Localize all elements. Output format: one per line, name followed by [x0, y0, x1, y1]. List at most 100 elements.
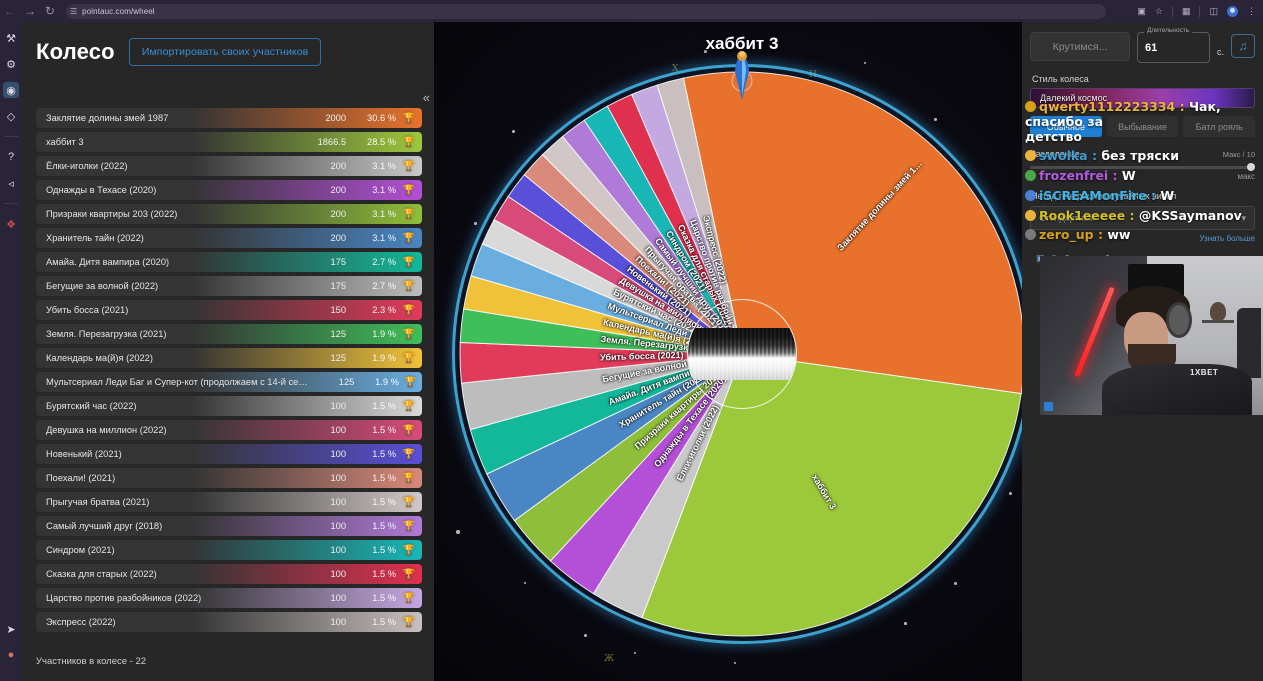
- duration-input[interactable]: Длительность 61: [1136, 27, 1210, 63]
- table-row[interactable]: Земля. Перезагрузка (2021) 125 1.9 % 🏆: [36, 324, 422, 344]
- table-row[interactable]: Новенький (2021) 100 1.5 % 🏆: [36, 444, 422, 464]
- trophy-icon[interactable]: 🏆: [402, 616, 416, 628]
- table-row[interactable]: Сказка для старых (2022) 100 1.5 % 🏆: [36, 564, 422, 584]
- table-row[interactable]: Поехали! (2021) 100 1.5 % 🏆: [36, 468, 422, 488]
- chat-text: Чак, спасибо за: [1025, 99, 1221, 129]
- trophy-icon[interactable]: 🏆: [402, 304, 416, 316]
- wheel-mode-tabs: Обычное Выбывание Батл рояль: [1030, 116, 1256, 137]
- table-row[interactable]: Ёлки-иголки (2022) 200 3.1 % 🏆: [36, 156, 422, 176]
- trophy-icon[interactable]: 🏆: [402, 352, 416, 364]
- table-row[interactable]: Убить босса (2021) 150 2.3 % 🏆: [36, 300, 422, 320]
- table-row[interactable]: Однажды в Техасе (2020) 200 3.1 % 🏆: [36, 180, 422, 200]
- trophy-icon[interactable]: 🏆: [402, 424, 416, 436]
- help-icon[interactable]: ?: [7, 151, 15, 163]
- table-row[interactable]: хаббит 3 1866.5 28.5 % 🏆: [36, 132, 422, 152]
- kebab-menu-icon[interactable]: ⋮: [1247, 5, 1256, 16]
- address-bar[interactable]: ☰ pointauc.com/wheel: [66, 3, 1106, 19]
- star: [584, 634, 587, 637]
- table-row[interactable]: Девушка на миллион (2022) 100 1.5 % 🏆: [36, 420, 422, 440]
- table-row[interactable]: Хранитель тайн (2022) 200 3.1 % 🏆: [36, 228, 422, 248]
- trophy-icon[interactable]: 🏆: [402, 544, 416, 556]
- trophy-icon[interactable]: 🏆: [402, 112, 416, 124]
- page-title: Колесо: [36, 39, 115, 64]
- trophy-icon[interactable]: 🏆: [402, 256, 416, 268]
- trophy-icon[interactable]: 🏆: [404, 376, 417, 388]
- profile-avatar-icon[interactable]: [1227, 5, 1238, 17]
- random-method-select[interactable]: Стандартный ▾: [1030, 206, 1255, 230]
- user-icon[interactable]: ●: [7, 649, 15, 661]
- duration-unit: с.: [1216, 46, 1224, 57]
- wheel[interactable]: Заклятие долины змей 1… хаббит 3 Ёлки-игол…: [452, 34, 1032, 644]
- table-row[interactable]: Мультсериал Леди Баг и Супер-кот (продол…: [36, 372, 422, 392]
- table-row[interactable]: Царство против разбойников (2022) 100 1.5 …: [36, 588, 422, 608]
- toolbar-divider-2: [1199, 5, 1201, 17]
- table-row[interactable]: Амайа. Дитя вампира (2020) 175 2.7 % 🏆: [36, 252, 422, 272]
- page-header: Колесо Импортировать своих участников: [36, 38, 322, 66]
- wheel-style-select[interactable]: Далекий космос: [1030, 88, 1255, 108]
- wheel-segment[interactable]: [656, 77, 743, 355]
- collapse-panel-icon[interactable]: «: [422, 90, 430, 105]
- send-icon[interactable]: ➤: [6, 623, 16, 636]
- trophy-icon[interactable]: 🏆: [402, 328, 416, 340]
- table-row[interactable]: Самый лучший друг (2018) 100 1.5 % 🏆: [36, 516, 422, 536]
- reload-icon[interactable]: ↻: [44, 4, 56, 18]
- forward-arrow-icon[interactable]: →: [24, 4, 36, 18]
- trophy-icon[interactable]: 🏆: [402, 472, 416, 484]
- settings-gear-icon[interactable]: ⚙: [6, 58, 16, 71]
- trophy-icon[interactable]: 🏆: [402, 184, 416, 196]
- table-row[interactable]: Экспресс (2022) 100 1.5 % 🏆: [36, 612, 422, 632]
- trophy-icon[interactable]: 🏆: [402, 208, 416, 220]
- trophy-icon[interactable]: 🏆: [402, 280, 416, 292]
- mode-tab-0[interactable]: Обычное: [1030, 116, 1102, 137]
- puzzle-icon[interactable]: ▦: [1181, 5, 1191, 16]
- participant-chance: 3.1 %: [372, 233, 396, 243]
- participant-name: Сказка для старых (2022): [46, 569, 157, 579]
- chat-text-continued: детство: [1025, 128, 1082, 144]
- collections-icon[interactable]: ◫: [1209, 5, 1218, 16]
- participant-chance: 3.1 %: [372, 161, 396, 171]
- layers-icon[interactable]: ◇: [6, 110, 16, 123]
- split-slider[interactable]: [1030, 163, 1255, 171]
- trophy-icon[interactable]: 🏆: [402, 232, 416, 244]
- chat-username: qwerty1112223334 :: [1039, 99, 1189, 114]
- participant-value: 100: [330, 425, 346, 435]
- chat-message: Rook1eeeee : @KSSaymanov: [1025, 208, 1253, 224]
- trophy-icon[interactable]: 🏆: [402, 448, 416, 460]
- music-note-icon[interactable]: ♫: [1231, 34, 1255, 58]
- trophy-icon[interactable]: 🏆: [402, 160, 416, 172]
- trophy-icon[interactable]: 🏆: [402, 568, 416, 580]
- colors-palette-icon[interactable]: ◉: [3, 82, 19, 98]
- back-arrow-icon[interactable]: ←: [4, 4, 16, 18]
- table-row[interactable]: Заклятие долины змей 1987 2000 30.6 % 🏆: [36, 108, 422, 128]
- table-row[interactable]: Призраки квартиры 203 (2022) 200 3.1 % 🏆: [36, 204, 422, 224]
- toolbar-divider: [1171, 5, 1173, 17]
- split-slider-knob[interactable]: [1247, 163, 1255, 171]
- table-row[interactable]: Синдром (2021) 100 1.5 % 🏆: [36, 540, 422, 560]
- participant-chance: 1.5 %: [372, 473, 396, 483]
- translate-icon[interactable]: ▣: [1137, 5, 1146, 16]
- spin-button[interactable]: Крутимся...: [1030, 32, 1130, 61]
- participant-name: Призраки квартиры 203 (2022): [46, 209, 178, 219]
- import-participants-button[interactable]: Импортировать своих участников: [128, 38, 322, 66]
- plugin-icon[interactable]: ❖: [6, 218, 16, 231]
- star-icon[interactable]: ☆: [1154, 5, 1163, 16]
- star: [512, 130, 515, 133]
- tools-icon[interactable]: ⚒: [6, 32, 16, 45]
- chat-username: iSCREAMonFire :: [1039, 187, 1161, 203]
- trophy-icon[interactable]: 🏆: [402, 520, 416, 532]
- participant-name: Новенький (2021): [46, 449, 122, 459]
- trophy-icon[interactable]: 🏆: [402, 592, 416, 604]
- wheel-segment[interactable]: [641, 353, 1022, 637]
- table-row[interactable]: Бурятский час (2022) 100 1.5 % 🏆: [36, 396, 422, 416]
- wheel-segments[interactable]: [457, 69, 1027, 639]
- table-row[interactable]: Бегущие за волной (2022) 175 2.7 % 🏆: [36, 276, 422, 296]
- trophy-icon[interactable]: 🏆: [402, 496, 416, 508]
- table-row[interactable]: Календарь ма(й)я (2022) 125 1.9 % 🏆: [36, 348, 422, 368]
- trophy-icon[interactable]: 🏆: [402, 400, 416, 412]
- learn-more-link[interactable]: Узнать больше: [1199, 234, 1255, 243]
- comment-icon[interactable]: ◃: [8, 177, 14, 190]
- mode-tab-1[interactable]: Выбывание: [1106, 116, 1179, 137]
- trophy-icon[interactable]: 🏆: [402, 136, 416, 148]
- mode-tab-2[interactable]: Батл рояль: [1183, 116, 1256, 137]
- table-row[interactable]: Прыгучая братва (2021) 100 1.5 % 🏆: [36, 492, 422, 512]
